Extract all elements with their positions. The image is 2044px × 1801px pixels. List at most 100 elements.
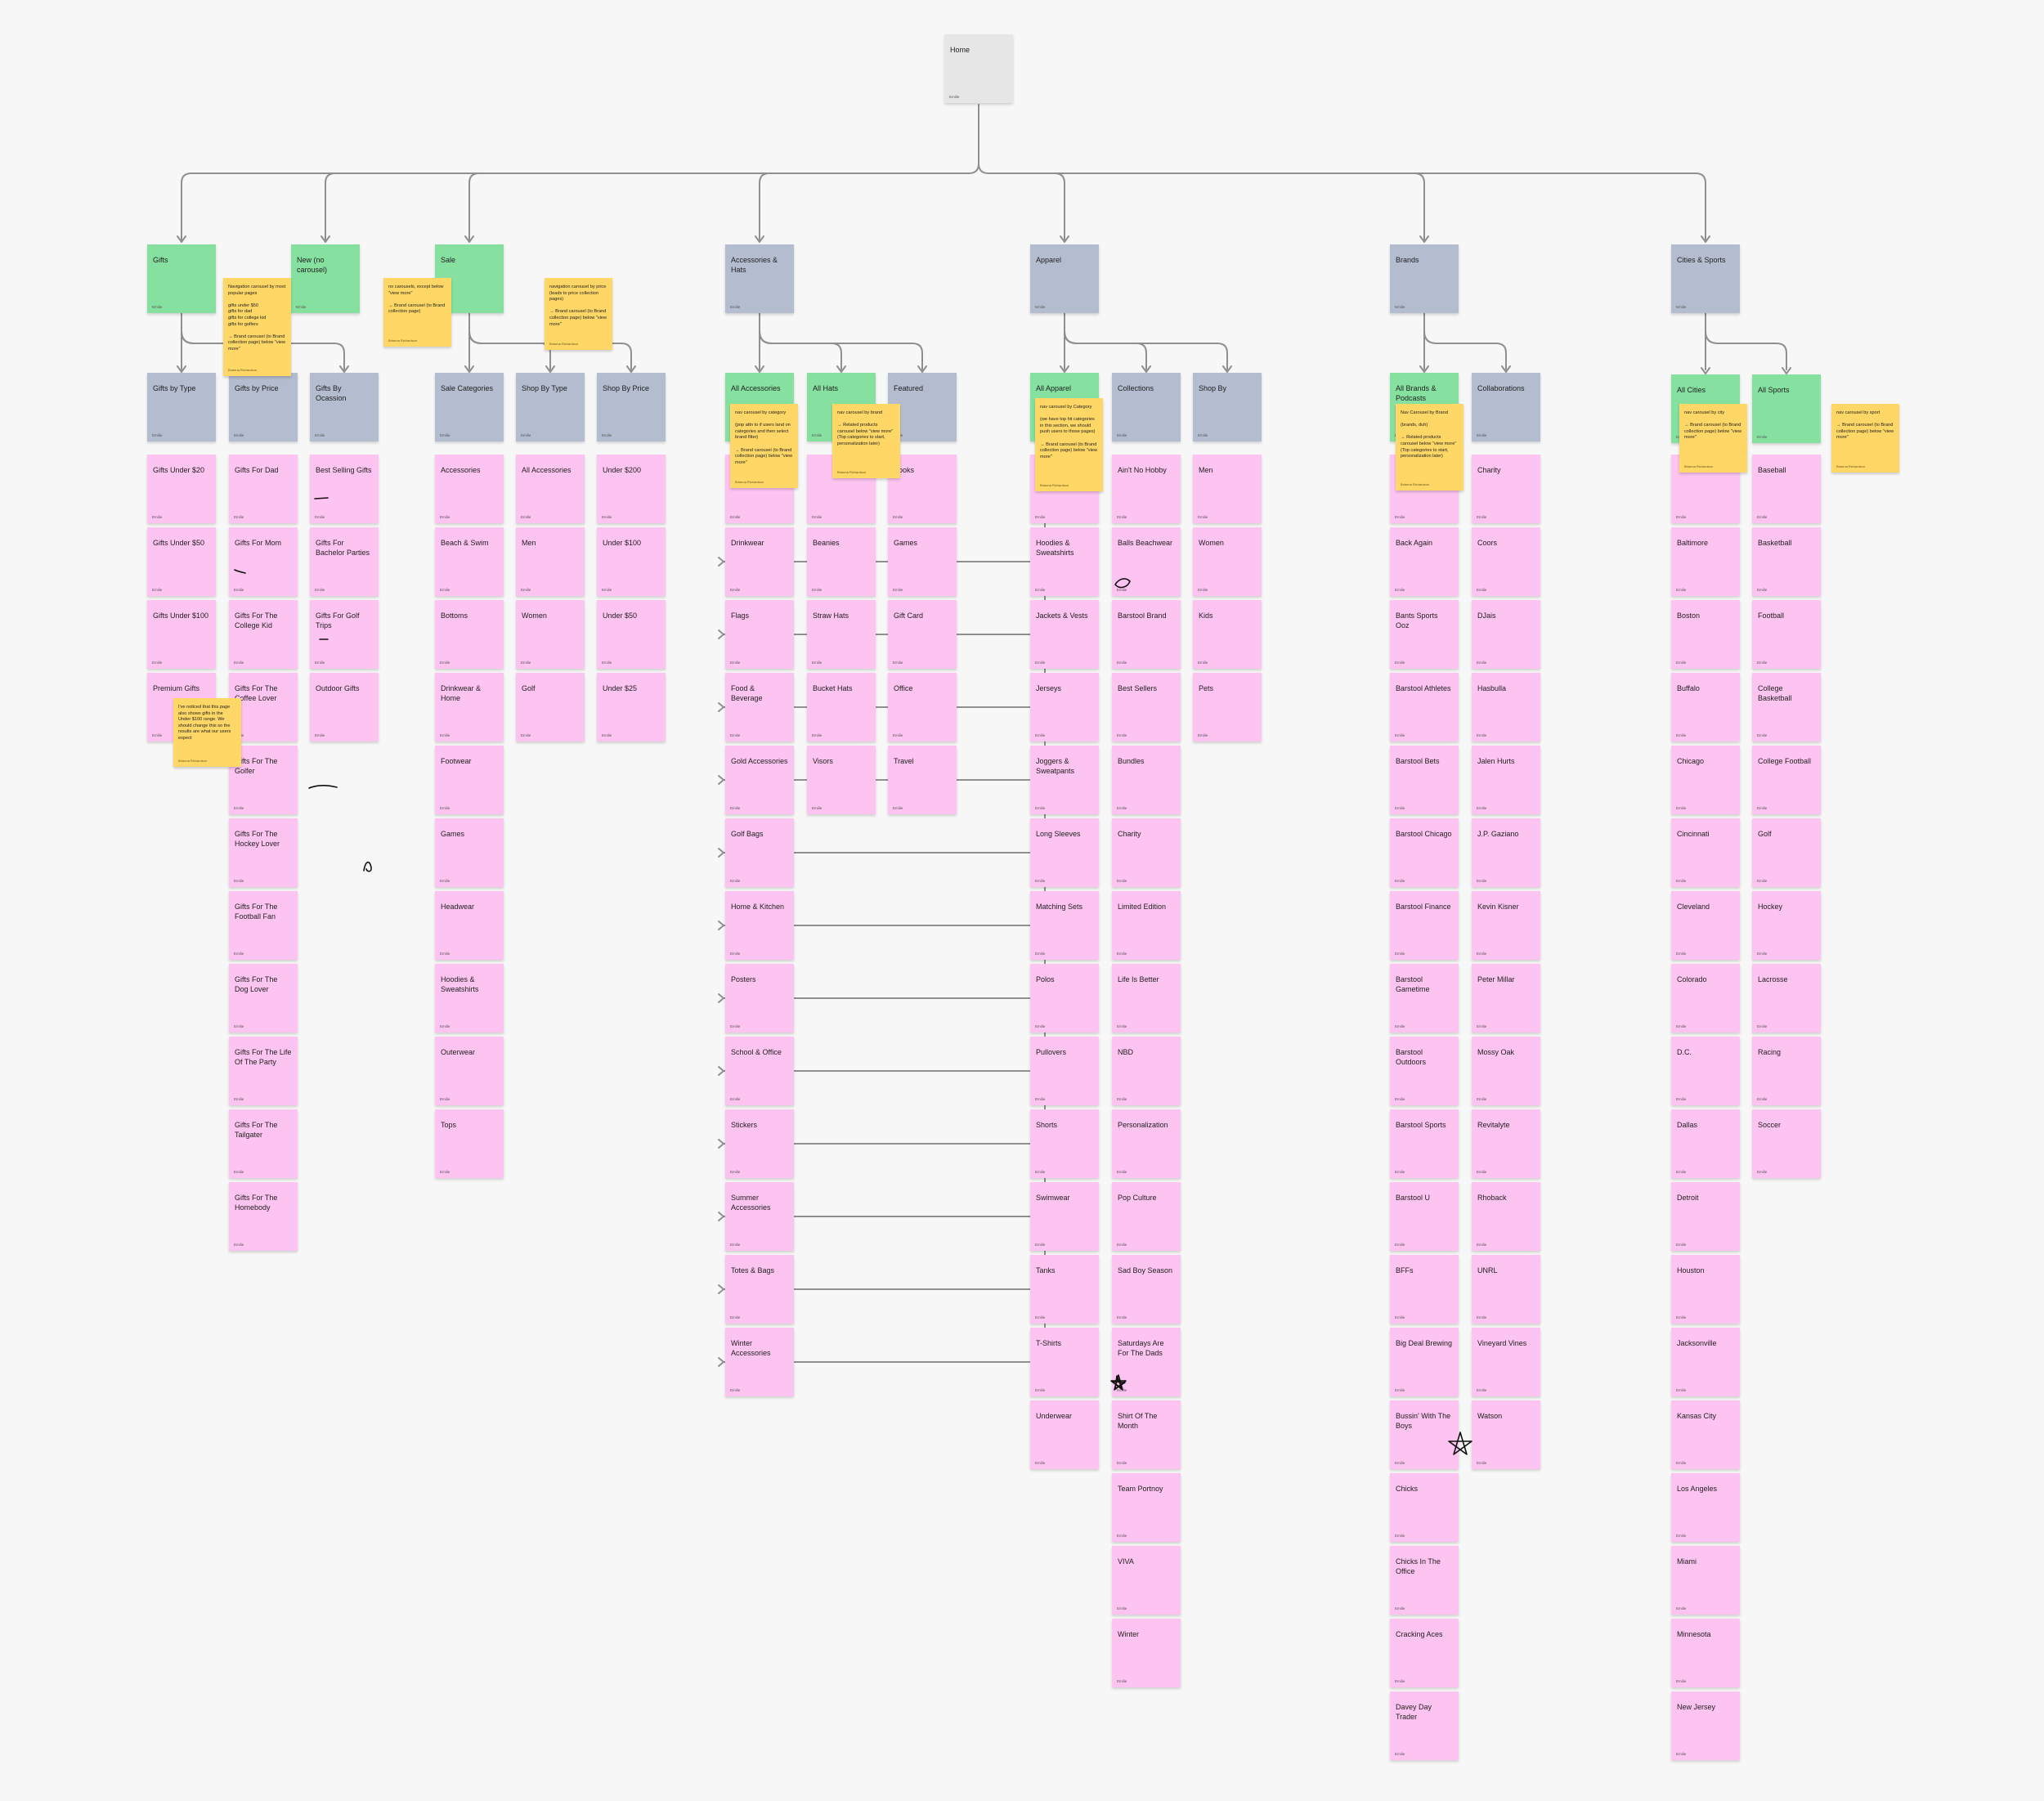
item-jerseys[interactable]: Jerseys Emilie <box>1030 673 1099 741</box>
item-barstool-outdoors[interactable]: Barstool Outdoors Emilie <box>1390 1037 1459 1105</box>
item-charity[interactable]: Charity Emilie <box>1472 455 1540 523</box>
subcategory-gifts-by-type[interactable]: Gifts by Type Emilie <box>147 373 216 441</box>
item-gifts-under-50[interactable]: Gifts Under $50 Emilie <box>147 527 216 596</box>
item-gifts-for-the-dog-lover[interactable]: Gifts For The Dog Lover Emilie <box>229 964 298 1033</box>
item-kevin-kisner[interactable]: Kevin Kisner Emilie <box>1472 891 1540 960</box>
item-sad-boy-season[interactable]: Sad Boy Season Emilie <box>1112 1255 1181 1324</box>
item-men[interactable]: Men Emilie <box>516 527 585 596</box>
item-games[interactable]: Games Emilie <box>435 818 504 887</box>
item-gifts-for-the-college-kid[interactable]: Gifts For The College Kid Emilie <box>229 600 298 669</box>
item-office[interactable]: Office Emilie <box>888 673 957 741</box>
comment-note[interactable]: nav carousel by category (pop attn to if… <box>730 404 798 488</box>
comment-note[interactable]: Navigation carousel by most popular page… <box>223 278 291 376</box>
item-women[interactable]: Women Emilie <box>1193 527 1262 596</box>
comment-note[interactable]: nav carousel by Category (we have top hi… <box>1035 398 1103 491</box>
item-d-c[interactable]: D.C. Emilie <box>1671 1037 1740 1105</box>
item-charity[interactable]: Charity Emilie <box>1112 818 1181 887</box>
item-balls-beachwear[interactable]: Balls Beachwear Emilie <box>1112 527 1181 596</box>
item-racing[interactable]: Racing Emilie <box>1752 1037 1821 1105</box>
item-barstool-athletes[interactable]: Barstool Athletes Emilie <box>1390 673 1459 741</box>
item-straw-hats[interactable]: Straw Hats Emilie <box>807 600 876 669</box>
item-rhoback[interactable]: Rhoback Emilie <box>1472 1182 1540 1251</box>
subcategory-shop-by-type[interactable]: Shop By Type Emilie <box>516 373 585 441</box>
item-beach-swim[interactable]: Beach & Swim Emilie <box>435 527 504 596</box>
comment-note[interactable]: no carousels, except below "view more" →… <box>383 278 451 347</box>
comment-note[interactable]: nav carousel by brand → Related products… <box>832 404 900 478</box>
item-gifts-for-the-hockey-lover[interactable]: Gifts For The Hockey Lover Emilie <box>229 818 298 887</box>
item-miami[interactable]: Miami Emilie <box>1671 1546 1740 1615</box>
item-cincinnati[interactable]: Cincinnati Emilie <box>1671 818 1740 887</box>
item-shorts[interactable]: Shorts Emilie <box>1030 1109 1099 1178</box>
item-food-beverage[interactable]: Food & Beverage Emilie <box>725 673 794 741</box>
item-gold-accessories[interactable]: Gold Accessories Emilie <box>725 746 794 814</box>
item-life-is-better[interactable]: Life Is Better Emilie <box>1112 964 1181 1033</box>
item-kids[interactable]: Kids Emilie <box>1193 600 1262 669</box>
item-long-sleeves[interactable]: Long Sleeves Emilie <box>1030 818 1099 887</box>
item-unrl[interactable]: UNRL Emilie <box>1472 1255 1540 1324</box>
item-peter-millar[interactable]: Peter Millar Emilie <box>1472 964 1540 1033</box>
item-lacrosse[interactable]: Lacrosse Emilie <box>1752 964 1821 1033</box>
item-saturdays-are-for-the-dads[interactable]: Saturdays Are For The Dads Emilie <box>1112 1328 1181 1396</box>
item-viva[interactable]: VIVA Emilie <box>1112 1546 1181 1615</box>
section-brands[interactable]: Brands Emilie <box>1390 244 1459 313</box>
item-j-p-gaziano[interactable]: J.P. Gaziano Emilie <box>1472 818 1540 887</box>
item-djais[interactable]: DJais Emilie <box>1472 600 1540 669</box>
item-colorado[interactable]: Colorado Emilie <box>1671 964 1740 1033</box>
item-kansas-city[interactable]: Kansas City Emilie <box>1671 1400 1740 1469</box>
item-bffs[interactable]: BFFs Emilie <box>1390 1255 1459 1324</box>
item-headwear[interactable]: Headwear Emilie <box>435 891 504 960</box>
item-revitalyte[interactable]: Revitalyte Emilie <box>1472 1109 1540 1178</box>
item-polos[interactable]: Polos Emilie <box>1030 964 1099 1033</box>
item-jalen-hurts[interactable]: Jalen Hurts Emilie <box>1472 746 1540 814</box>
item-college-basketball[interactable]: College Basketball Emilie <box>1752 673 1821 741</box>
item-gifts-for-bachelor-parties[interactable]: Gifts For Bachelor Parties Emilie <box>310 527 379 596</box>
item-hoodies-sweatshirts[interactable]: Hoodies & Sweatshirts Emilie <box>1030 527 1099 596</box>
item-jackets-vests[interactable]: Jackets & Vests Emilie <box>1030 600 1099 669</box>
item-gifts-for-golf-trips[interactable]: Gifts For Golf Trips Emilie <box>310 600 379 669</box>
item-home-kitchen[interactable]: Home & Kitchen Emilie <box>725 891 794 960</box>
home-sticky[interactable]: Home Emilie <box>944 34 1013 103</box>
item-football[interactable]: Football Emilie <box>1752 600 1821 669</box>
item-winter[interactable]: Winter Emilie <box>1112 1619 1181 1687</box>
item-detroit[interactable]: Detroit Emilie <box>1671 1182 1740 1251</box>
item-tops[interactable]: Tops Emilie <box>435 1109 504 1178</box>
item-books[interactable]: Books Emilie <box>888 455 957 523</box>
comment-note[interactable]: nav carousel by city → Brand carousel (t… <box>1679 404 1747 473</box>
subcategory-sale-categories[interactable]: Sale Categories Emilie <box>435 373 504 441</box>
item-big-deal-brewing[interactable]: Big Deal Brewing Emilie <box>1390 1328 1459 1396</box>
section-cities[interactable]: Cities & Sports Emilie <box>1671 244 1740 313</box>
item-limited-edition[interactable]: Limited Edition Emilie <box>1112 891 1181 960</box>
item-summer-accessories[interactable]: Summer Accessories Emilie <box>725 1182 794 1251</box>
item-hoodies-sweatshirts[interactable]: Hoodies & Sweatshirts Emilie <box>435 964 504 1033</box>
item-all-accessories[interactable]: All Accessories Emilie <box>516 455 585 523</box>
item-chicks-in-the-office[interactable]: Chicks In The Office Emilie <box>1390 1546 1459 1615</box>
item-flags[interactable]: Flags Emilie <box>725 600 794 669</box>
subcategory-gifts-by-ocassion[interactable]: Gifts By Ocassion Emilie <box>310 373 379 441</box>
item-under-100[interactable]: Under $100 Emilie <box>597 527 666 596</box>
item-golf[interactable]: Golf Emilie <box>1752 818 1821 887</box>
item-vineyard-vines[interactable]: Vineyard Vines Emilie <box>1472 1328 1540 1396</box>
item-gifts-for-mom[interactable]: Gifts For Mom Emilie <box>229 527 298 596</box>
item-footwear[interactable]: Footwear Emilie <box>435 746 504 814</box>
comment-note[interactable]: Nav Carousel by Brand (brands, duh) → Re… <box>1396 404 1464 491</box>
item-barstool-u[interactable]: Barstool U Emilie <box>1390 1182 1459 1251</box>
item-barstool-bets[interactable]: Barstool Bets Emilie <box>1390 746 1459 814</box>
item-gifts-for-the-life-of-the-party[interactable]: Gifts For The Life Of The Party Emilie <box>229 1037 298 1105</box>
item-barstool-gametime[interactable]: Barstool Gametime Emilie <box>1390 964 1459 1033</box>
item-shirt-of-the-month[interactable]: Shirt Of The Month Emilie <box>1112 1400 1181 1469</box>
item-cracking-aces[interactable]: Cracking Aces Emilie <box>1390 1619 1459 1687</box>
item-t-shirts[interactable]: T-Shirts Emilie <box>1030 1328 1099 1396</box>
item-ain-t-no-hobby[interactable]: Ain't No Hobby Emilie <box>1112 455 1181 523</box>
item-back-again[interactable]: Back Again Emilie <box>1390 527 1459 596</box>
item-men[interactable]: Men Emilie <box>1193 455 1262 523</box>
section-new[interactable]: New (no carousel) Emilie <box>291 244 360 313</box>
subcategory-collaborations[interactable]: Collaborations Emilie <box>1472 373 1540 441</box>
item-gifts-under-20[interactable]: Gifts Under $20 Emilie <box>147 455 216 523</box>
item-watson[interactable]: Watson Emilie <box>1472 1400 1540 1469</box>
item-barstool-sports[interactable]: Barstool Sports Emilie <box>1390 1109 1459 1178</box>
item-barstool-brand[interactable]: Barstool Brand Emilie <box>1112 600 1181 669</box>
item-boston[interactable]: Boston Emilie <box>1671 600 1740 669</box>
item-outerwear[interactable]: Outerwear Emilie <box>435 1037 504 1105</box>
item-hockey[interactable]: Hockey Emilie <box>1752 891 1821 960</box>
